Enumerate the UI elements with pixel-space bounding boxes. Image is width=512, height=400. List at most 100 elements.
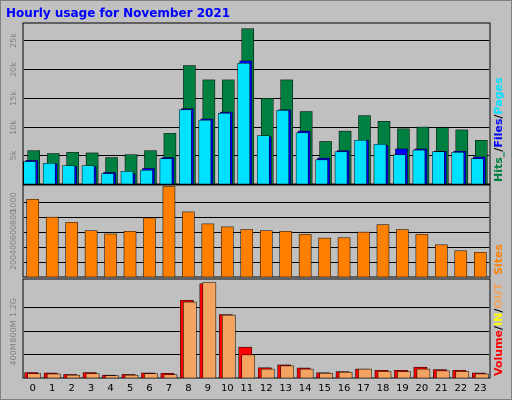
out-bar-4 [105, 375, 119, 379]
files-bar-22 [451, 152, 465, 185]
sites-bar-22 [454, 250, 468, 278]
files-bar-7 [159, 158, 173, 185]
x-tick-label-20: 20 [416, 383, 429, 394]
files-bar-23 [471, 158, 484, 185]
x-tick-label-7: 7 [166, 383, 172, 394]
sites-y-tick-label: 400 [9, 240, 18, 255]
files-bar-3 [81, 165, 95, 185]
sites-y-tick-label: 1000 [9, 192, 18, 212]
sites-plot-area [22, 184, 491, 278]
x-tick-label-14: 14 [299, 383, 312, 394]
x-tick-label-5: 5 [127, 383, 133, 394]
sites-bar-3 [84, 230, 98, 278]
files-bar-11 [237, 63, 251, 185]
out-bar-19 [397, 371, 411, 379]
files-bar-17 [354, 140, 367, 185]
files-bar-9 [198, 119, 212, 185]
x-tick-label-21: 21 [435, 383, 448, 394]
sites-bar-17 [357, 231, 370, 278]
out-bar-15 [319, 373, 333, 379]
files-bar-12 [256, 135, 270, 185]
out-bar-7 [163, 374, 178, 379]
out-bar-16 [338, 372, 353, 379]
hits-files-pages-y-tick-label: 15k [9, 91, 18, 106]
files-bar-16 [334, 151, 348, 185]
hits-files-pages-legend: Hits_/Files/Pages [492, 77, 505, 182]
x-tick-label-16: 16 [338, 383, 351, 394]
files-bar-19 [393, 154, 406, 185]
out-bar-13 [280, 365, 294, 379]
volume-y-tick-label: 1.2G [9, 298, 18, 317]
out-bar-0 [27, 373, 41, 379]
files-bar-10 [218, 113, 231, 185]
hits-files-pages-legend-hits: Hits_ [492, 151, 505, 182]
sites-bar-15 [318, 237, 331, 278]
files-bar-5 [120, 171, 134, 185]
out-bar-2 [66, 374, 80, 379]
volume-legend: Volume/IN/OUT [492, 282, 505, 376]
volume-legend-slash: / [492, 325, 505, 330]
sites-bar-12 [259, 230, 273, 278]
volume-legend-out: OUT [492, 282, 505, 308]
chart-title: Hourly usage for November 2021 [6, 6, 231, 20]
x-tick-label-11: 11 [240, 383, 253, 394]
sites-bar-14 [298, 234, 312, 278]
volume-legend-volume: Volume [492, 330, 505, 376]
sites-bar-4 [104, 233, 117, 278]
volume-legend-in: IN [492, 313, 505, 326]
sites-bar-7 [162, 186, 176, 278]
sites-y-tick-label: 600 [9, 225, 18, 240]
hits-files-pages-legend-slash: / [492, 114, 505, 119]
out-bar-22 [455, 371, 470, 379]
files-bar-4 [101, 173, 114, 185]
out-bar-11 [241, 354, 256, 379]
sites-bar-11 [240, 229, 254, 278]
sites-bar-1 [45, 216, 59, 278]
sites-bar-8 [182, 211, 195, 278]
sites-bar-2 [65, 222, 78, 278]
files-bar-13 [276, 110, 289, 185]
sites-bar-18 [376, 224, 390, 278]
volume-legend-slash: / [492, 308, 505, 313]
x-tick-label-6: 6 [146, 383, 152, 394]
hits-files-pages-legend-files: Files [492, 118, 505, 148]
hits-files-pages-y-tick-label: 5k [9, 150, 18, 160]
volume-plot-area [22, 278, 491, 379]
out-bar-20 [416, 368, 431, 379]
volume-y-tick-label: 800M [9, 320, 18, 342]
x-tick-label-2: 2 [68, 383, 74, 394]
x-tick-label-22: 22 [454, 383, 467, 394]
sites-bar-20 [415, 234, 429, 278]
sites-bar-5 [123, 231, 137, 278]
sites-legend: Sites [492, 244, 505, 275]
files-bar-6 [140, 169, 153, 185]
hits-files-pages-y-tick-label: 25k [9, 33, 18, 48]
x-tick-label-1: 1 [49, 383, 55, 394]
x-tick-label-10: 10 [221, 383, 234, 394]
out-bar-8 [183, 301, 197, 379]
sites-y-tick-label: 800 [9, 210, 18, 225]
out-bar-12 [260, 368, 275, 379]
out-bar-18 [377, 371, 392, 379]
hits-files-pages-plot-area [22, 22, 491, 185]
files-bar-20 [412, 149, 426, 185]
out-bar-23 [475, 373, 489, 379]
files-bar-21 [432, 151, 445, 185]
sites-y-tick-label: 200 [9, 255, 18, 270]
sites-bar-10 [221, 226, 234, 278]
hits-files-pages-y-tick-label: 10k [9, 120, 18, 135]
out-bar-10 [222, 314, 236, 379]
files-bar-14 [295, 132, 309, 185]
hits-files-pages-y-tick-label: 20k [9, 62, 18, 77]
sites-bar-6 [143, 217, 156, 278]
out-bar-21 [436, 370, 450, 379]
x-tick-label-15: 15 [318, 383, 331, 394]
x-tick-label-12: 12 [260, 383, 273, 394]
x-tick-label-13: 13 [279, 383, 292, 394]
hits-files-pages-legend-slash: / [492, 147, 505, 152]
x-tick-label-8: 8 [185, 383, 191, 394]
files-bar-18 [373, 144, 387, 185]
sites-legend-sites: Sites [492, 244, 505, 275]
out-bar-1 [46, 373, 61, 379]
